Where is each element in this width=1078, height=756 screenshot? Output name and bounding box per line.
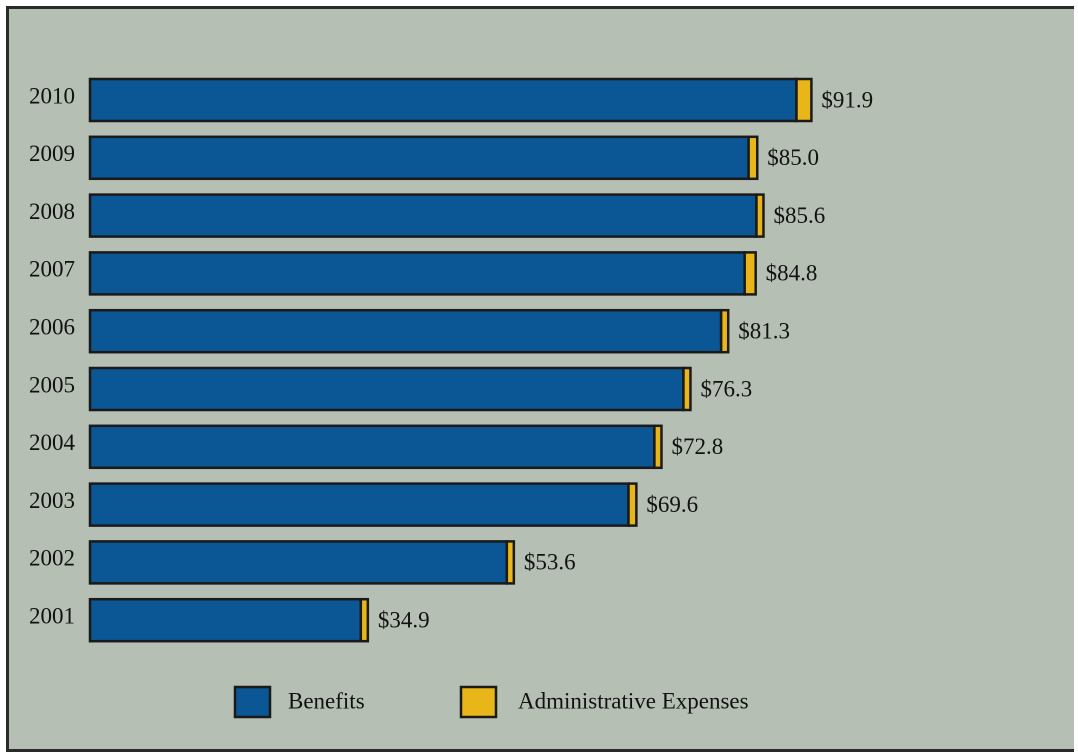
category-label-2004: 2004 <box>29 430 76 455</box>
legend-swatch-benefits <box>233 685 272 719</box>
category-label-2002: 2002 <box>29 546 75 571</box>
category-label-2001: 2001 <box>29 603 75 628</box>
bar-benefits-2005 <box>88 366 685 412</box>
category-label-2009: 2009 <box>29 141 75 166</box>
bar-admin-expenses-2009 <box>747 135 759 181</box>
bar-benefits-2009 <box>88 135 750 181</box>
bar-admin-expenses-2010 <box>795 77 813 123</box>
data-label-2009: $85.0 <box>767 145 819 170</box>
category-label-2006: 2006 <box>29 314 75 339</box>
data-label-2003: $69.6 <box>646 492 698 517</box>
bar-benefits-2007 <box>88 251 746 296</box>
data-label-2001: $34.9 <box>378 607 430 632</box>
bar-benefits-2001 <box>88 597 363 643</box>
bar-benefits-2006 <box>88 308 723 354</box>
category-label-2003: 2003 <box>29 488 75 513</box>
data-label-2008: $85.6 <box>773 203 825 228</box>
bar-admin-expenses-2001 <box>359 597 370 643</box>
legend-swatch-admin-expenses <box>459 685 498 719</box>
bar-benefits-2003 <box>88 482 630 527</box>
bar-admin-expenses-2007 <box>743 251 757 296</box>
legend-label-admin-expenses: Administrative Expenses <box>518 688 749 713</box>
bar-admin-expenses-2004 <box>653 424 663 470</box>
bar-admin-expenses-2002 <box>505 540 516 585</box>
data-label-2004: $72.8 <box>671 434 723 459</box>
bar-benefits-2002 <box>88 540 509 585</box>
category-label-2008: 2008 <box>29 199 75 224</box>
bar-admin-expenses-2008 <box>755 193 765 238</box>
category-label-2007: 2007 <box>29 257 75 282</box>
category-label-2005: 2005 <box>29 372 75 397</box>
category-label-2010: 2010 <box>29 83 75 108</box>
legend-label-benefits: Benefits <box>288 688 365 713</box>
data-label-2010: $91.9 <box>821 87 873 112</box>
bar-admin-expenses-2003 <box>627 482 638 527</box>
data-label-2006: $81.3 <box>738 318 790 343</box>
bar-admin-expenses-2006 <box>719 308 730 354</box>
bar-benefits-2004 <box>88 424 656 470</box>
data-label-2002: $53.6 <box>524 550 576 575</box>
bar-benefits-2010 <box>88 77 798 123</box>
data-label-2005: $76.3 <box>700 376 752 401</box>
bar-admin-expenses-2005 <box>682 366 692 412</box>
data-label-2007: $84.8 <box>766 261 818 286</box>
bar-benefits-2008 <box>88 193 758 238</box>
